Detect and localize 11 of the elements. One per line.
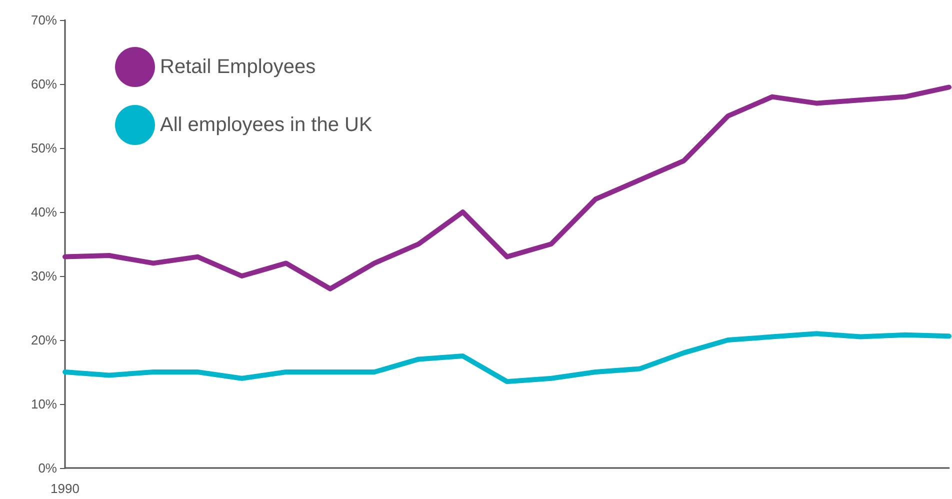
y-tick-label: 30%: [30, 268, 58, 284]
y-tick-label: 70%: [30, 12, 58, 28]
y-tick-label: 50%: [30, 140, 58, 156]
y-tick-label: 40%: [30, 204, 58, 220]
y-tick-label: 10%: [30, 396, 58, 412]
legend-label: Retail Employees: [160, 56, 316, 78]
y-tick-label: 20%: [30, 332, 58, 348]
x-tick-label: 1990: [50, 481, 80, 496]
y-tick-label: 0%: [38, 460, 58, 476]
legend-label: All employees in the UK: [160, 114, 373, 136]
y-tick-label: 60%: [30, 76, 58, 92]
